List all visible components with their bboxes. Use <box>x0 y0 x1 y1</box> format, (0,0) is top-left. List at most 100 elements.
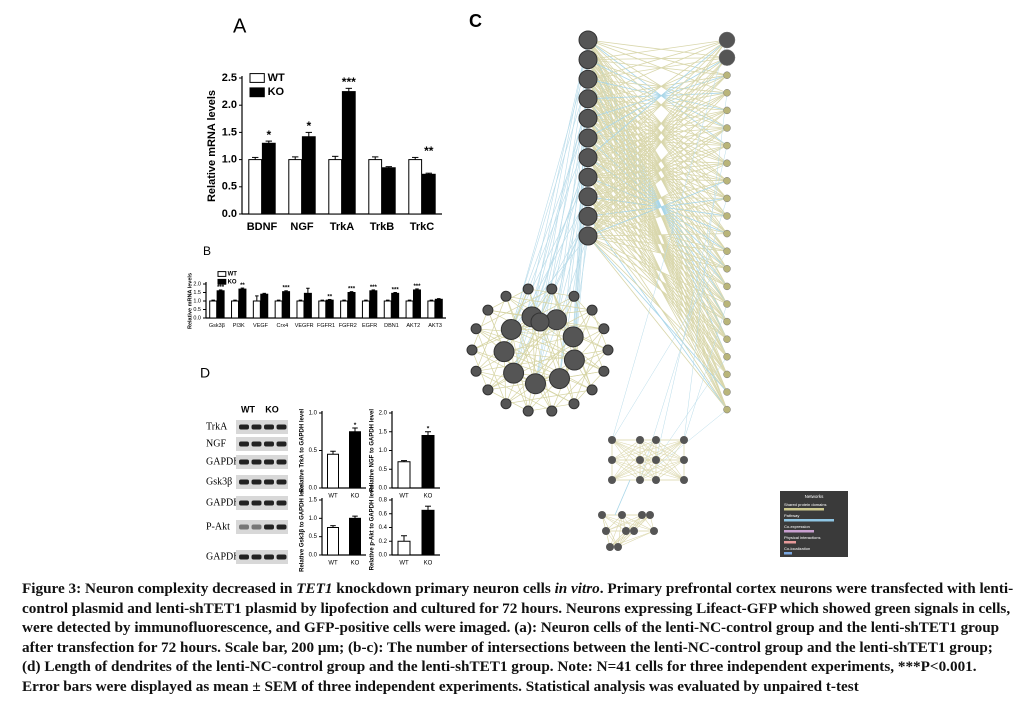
edge <box>587 233 728 237</box>
blot-strip <box>236 520 288 534</box>
legend-label: WT <box>268 72 285 84</box>
bar <box>361 300 370 319</box>
edge <box>527 321 541 412</box>
node <box>652 436 660 444</box>
node <box>578 69 598 89</box>
blot-band <box>276 500 287 506</box>
node <box>500 290 512 302</box>
node <box>723 282 731 291</box>
blot-band <box>251 424 262 430</box>
edge <box>531 216 589 317</box>
x-tick-label: VEGFR <box>295 323 314 329</box>
edge <box>587 78 728 111</box>
node <box>493 341 515 363</box>
y-axis-label: Relative mRNA levels <box>206 90 218 202</box>
blot-strip <box>236 496 288 510</box>
y-tick-label: 0.0 <box>309 486 318 492</box>
blot-row-label: TrkA <box>206 421 228 432</box>
bar <box>381 167 396 215</box>
node <box>466 344 478 356</box>
blot-band <box>239 500 249 506</box>
edge <box>587 216 728 322</box>
edge <box>587 57 728 198</box>
y-tick-label: 0.6 <box>379 511 388 517</box>
x-tick-label: Gsk3β <box>209 323 225 329</box>
node <box>680 476 688 484</box>
node <box>530 312 550 332</box>
edge <box>587 216 728 358</box>
bar <box>412 289 421 319</box>
edge <box>531 157 589 317</box>
blot-band <box>276 441 287 447</box>
edge <box>572 235 589 337</box>
edge <box>611 439 641 461</box>
legend-bar <box>784 508 824 511</box>
node <box>578 148 598 168</box>
node <box>723 247 731 255</box>
bar <box>408 159 423 215</box>
node <box>618 511 626 519</box>
edge <box>587 118 728 146</box>
x-tick-label: WT <box>328 561 338 567</box>
edge <box>487 319 557 391</box>
node <box>602 344 614 356</box>
edge <box>587 110 728 217</box>
bar <box>301 136 316 215</box>
x-tick-label: NGF <box>290 221 314 233</box>
bar <box>318 300 327 319</box>
node <box>578 226 598 246</box>
blot-band <box>276 554 287 560</box>
caption-text: knockdown primary neuron cells <box>332 580 555 597</box>
node <box>622 527 630 535</box>
edge <box>587 235 728 375</box>
edge <box>587 216 728 287</box>
y-tick-label: 1.5 <box>222 126 237 138</box>
edge <box>503 79 589 352</box>
blot-strip <box>236 420 288 434</box>
bar <box>328 159 343 215</box>
y-tick-label: 1.5 <box>193 290 201 296</box>
node <box>500 398 512 410</box>
bar <box>397 540 411 556</box>
node <box>470 323 482 335</box>
blot-row-label: Gsk3β <box>206 476 232 487</box>
y-tick-label: 2.0 <box>193 281 201 287</box>
edge <box>611 459 641 481</box>
bar <box>341 91 356 215</box>
edge <box>476 349 609 372</box>
edge <box>587 74 728 100</box>
edge <box>587 235 728 410</box>
node <box>482 384 494 396</box>
edge <box>587 216 728 393</box>
x-tick-label: FGFR1 <box>317 323 335 329</box>
node <box>636 436 644 444</box>
edge <box>475 309 593 372</box>
network: Networks Shared protein domains Pathway Co-… <box>466 30 848 557</box>
edge <box>587 39 728 60</box>
edge <box>587 127 728 198</box>
edge <box>587 57 728 158</box>
bar <box>421 173 436 215</box>
edge <box>587 235 728 322</box>
edge <box>587 196 728 340</box>
node <box>680 436 688 444</box>
blot-band <box>264 554 274 560</box>
x-tick-label: WT <box>328 494 338 500</box>
edge <box>639 459 685 481</box>
legend-label: WT <box>228 272 238 278</box>
blot-row-label: GAPDH <box>206 551 240 562</box>
y-tick-label: 1.0 <box>193 298 201 304</box>
node <box>578 187 598 207</box>
x-tick-label: KO <box>424 561 433 567</box>
edge <box>587 78 728 182</box>
edge <box>587 39 728 217</box>
significance: * <box>427 426 430 433</box>
caption-text: Figure 3: Neuron complexity decreased in <box>22 580 297 597</box>
edge <box>587 145 728 217</box>
bar <box>261 142 276 215</box>
blot-band <box>239 479 249 485</box>
y-tick-label: 0.5 <box>222 181 237 193</box>
node <box>546 283 558 295</box>
significance: ** <box>424 144 434 158</box>
node <box>578 206 598 226</box>
